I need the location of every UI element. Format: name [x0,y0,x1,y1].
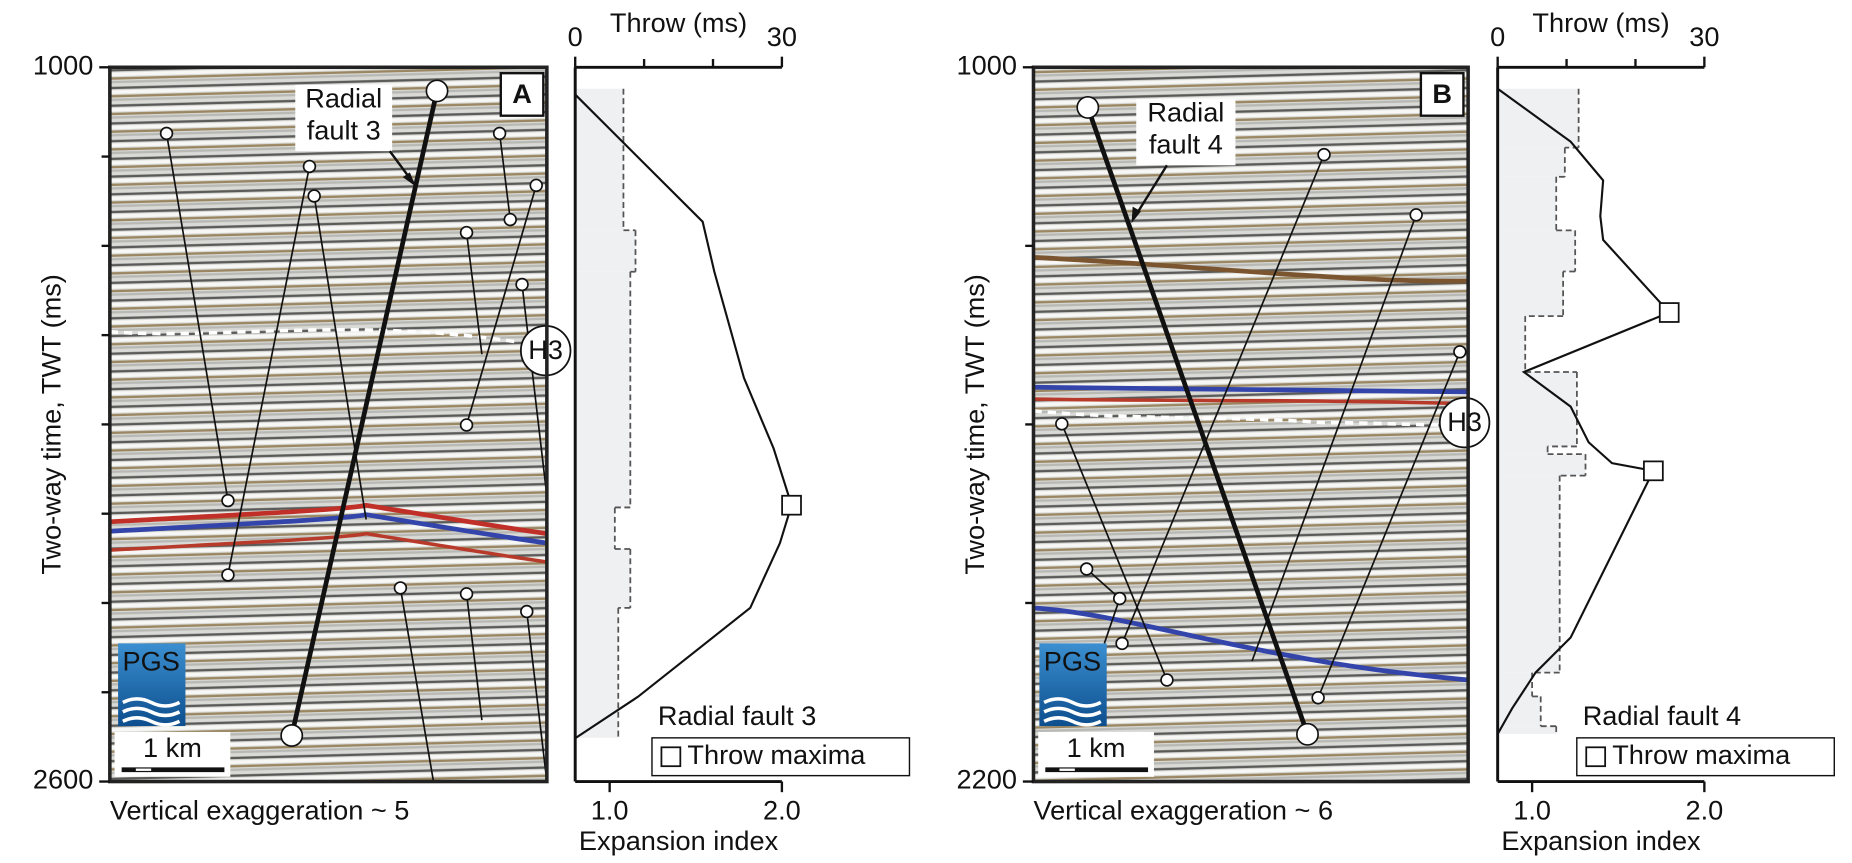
legend-title: Radial fault 4 [1583,700,1741,731]
legend-title: Radial fault 3 [658,700,816,731]
legend-label: Throw maxima [687,739,866,770]
expansion-fill [1498,230,1576,271]
expansion-fill [575,89,623,231]
x2-axis-title: Expansion index [1501,825,1701,856]
expansion-fill [1498,177,1557,231]
fault-label: fault 4 [1149,129,1223,160]
x-tick-label: 0 [568,21,583,52]
throw-maximum [782,496,801,515]
page: 030Throw (ms)1.02.0Expansion index100026… [0,0,1852,863]
x2-tick-label: 1.0 [591,794,629,825]
seismic-panel [1033,67,1489,781]
fault-label: Radial [305,83,382,114]
x-tick-label: 30 [1689,21,1719,52]
logo-text: PGS [1044,646,1101,677]
x-axis-title: Throw (ms) [1532,7,1669,38]
expansion-fill [1498,476,1560,673]
horizon-label: H3 [528,334,563,365]
y-axis-title: Two-way time, TWT (ms) [959,274,990,574]
expansion-fill [575,549,630,608]
throw-maximum [1644,461,1663,480]
expansion-fill [575,230,635,272]
x2-axis-title: Expansion index [579,825,779,856]
fault-label: Radial [1147,97,1224,128]
expansion-fill [575,608,618,738]
legend-label: Throw maxima [1612,739,1791,770]
y-tick-label: 2600 [33,764,93,795]
expansion-fill [575,272,630,508]
expansion-fill [1498,726,1557,734]
expansion-fill [1498,454,1586,475]
exaggeration-note: Vertical exaggeration ~ 6 [1033,794,1333,825]
panel-letter: B [1432,78,1452,109]
legend-symbol [1586,747,1605,766]
legend-symbol [661,747,680,766]
x2-tick-label: 2.0 [1685,794,1723,825]
scale-bar-label: 1 km [1067,732,1126,763]
y-tick-label: 1000 [33,49,93,80]
expansion-fill [1498,446,1548,454]
y-tick-label: 1000 [957,49,1017,80]
horizon-label: H3 [1447,406,1482,437]
throw-maximum [1660,303,1679,322]
logo-text: PGS [123,646,180,677]
expansion-fill [1498,271,1563,316]
expansion-fill [575,507,615,549]
x-axis-title: Throw (ms) [610,7,747,38]
y-axis-title: Two-way time, TWT (ms) [35,274,66,574]
fault-label: fault 3 [307,114,381,145]
x-tick-label: 0 [1490,21,1505,52]
panel-letter: A [512,78,532,109]
x2-tick-label: 2.0 [763,794,801,825]
scale-bar-label: 1 km [143,732,202,763]
y-tick-label: 2200 [957,764,1017,795]
expansion-fill [1498,316,1526,372]
x-tick-label: 30 [767,21,797,52]
figure: 030Throw (ms)1.02.0Expansion index100026… [0,0,1852,863]
exaggeration-note: Vertical exaggeration ~ 5 [110,794,410,825]
expansion-fill [1498,148,1565,177]
x2-tick-label: 1.0 [1513,794,1551,825]
